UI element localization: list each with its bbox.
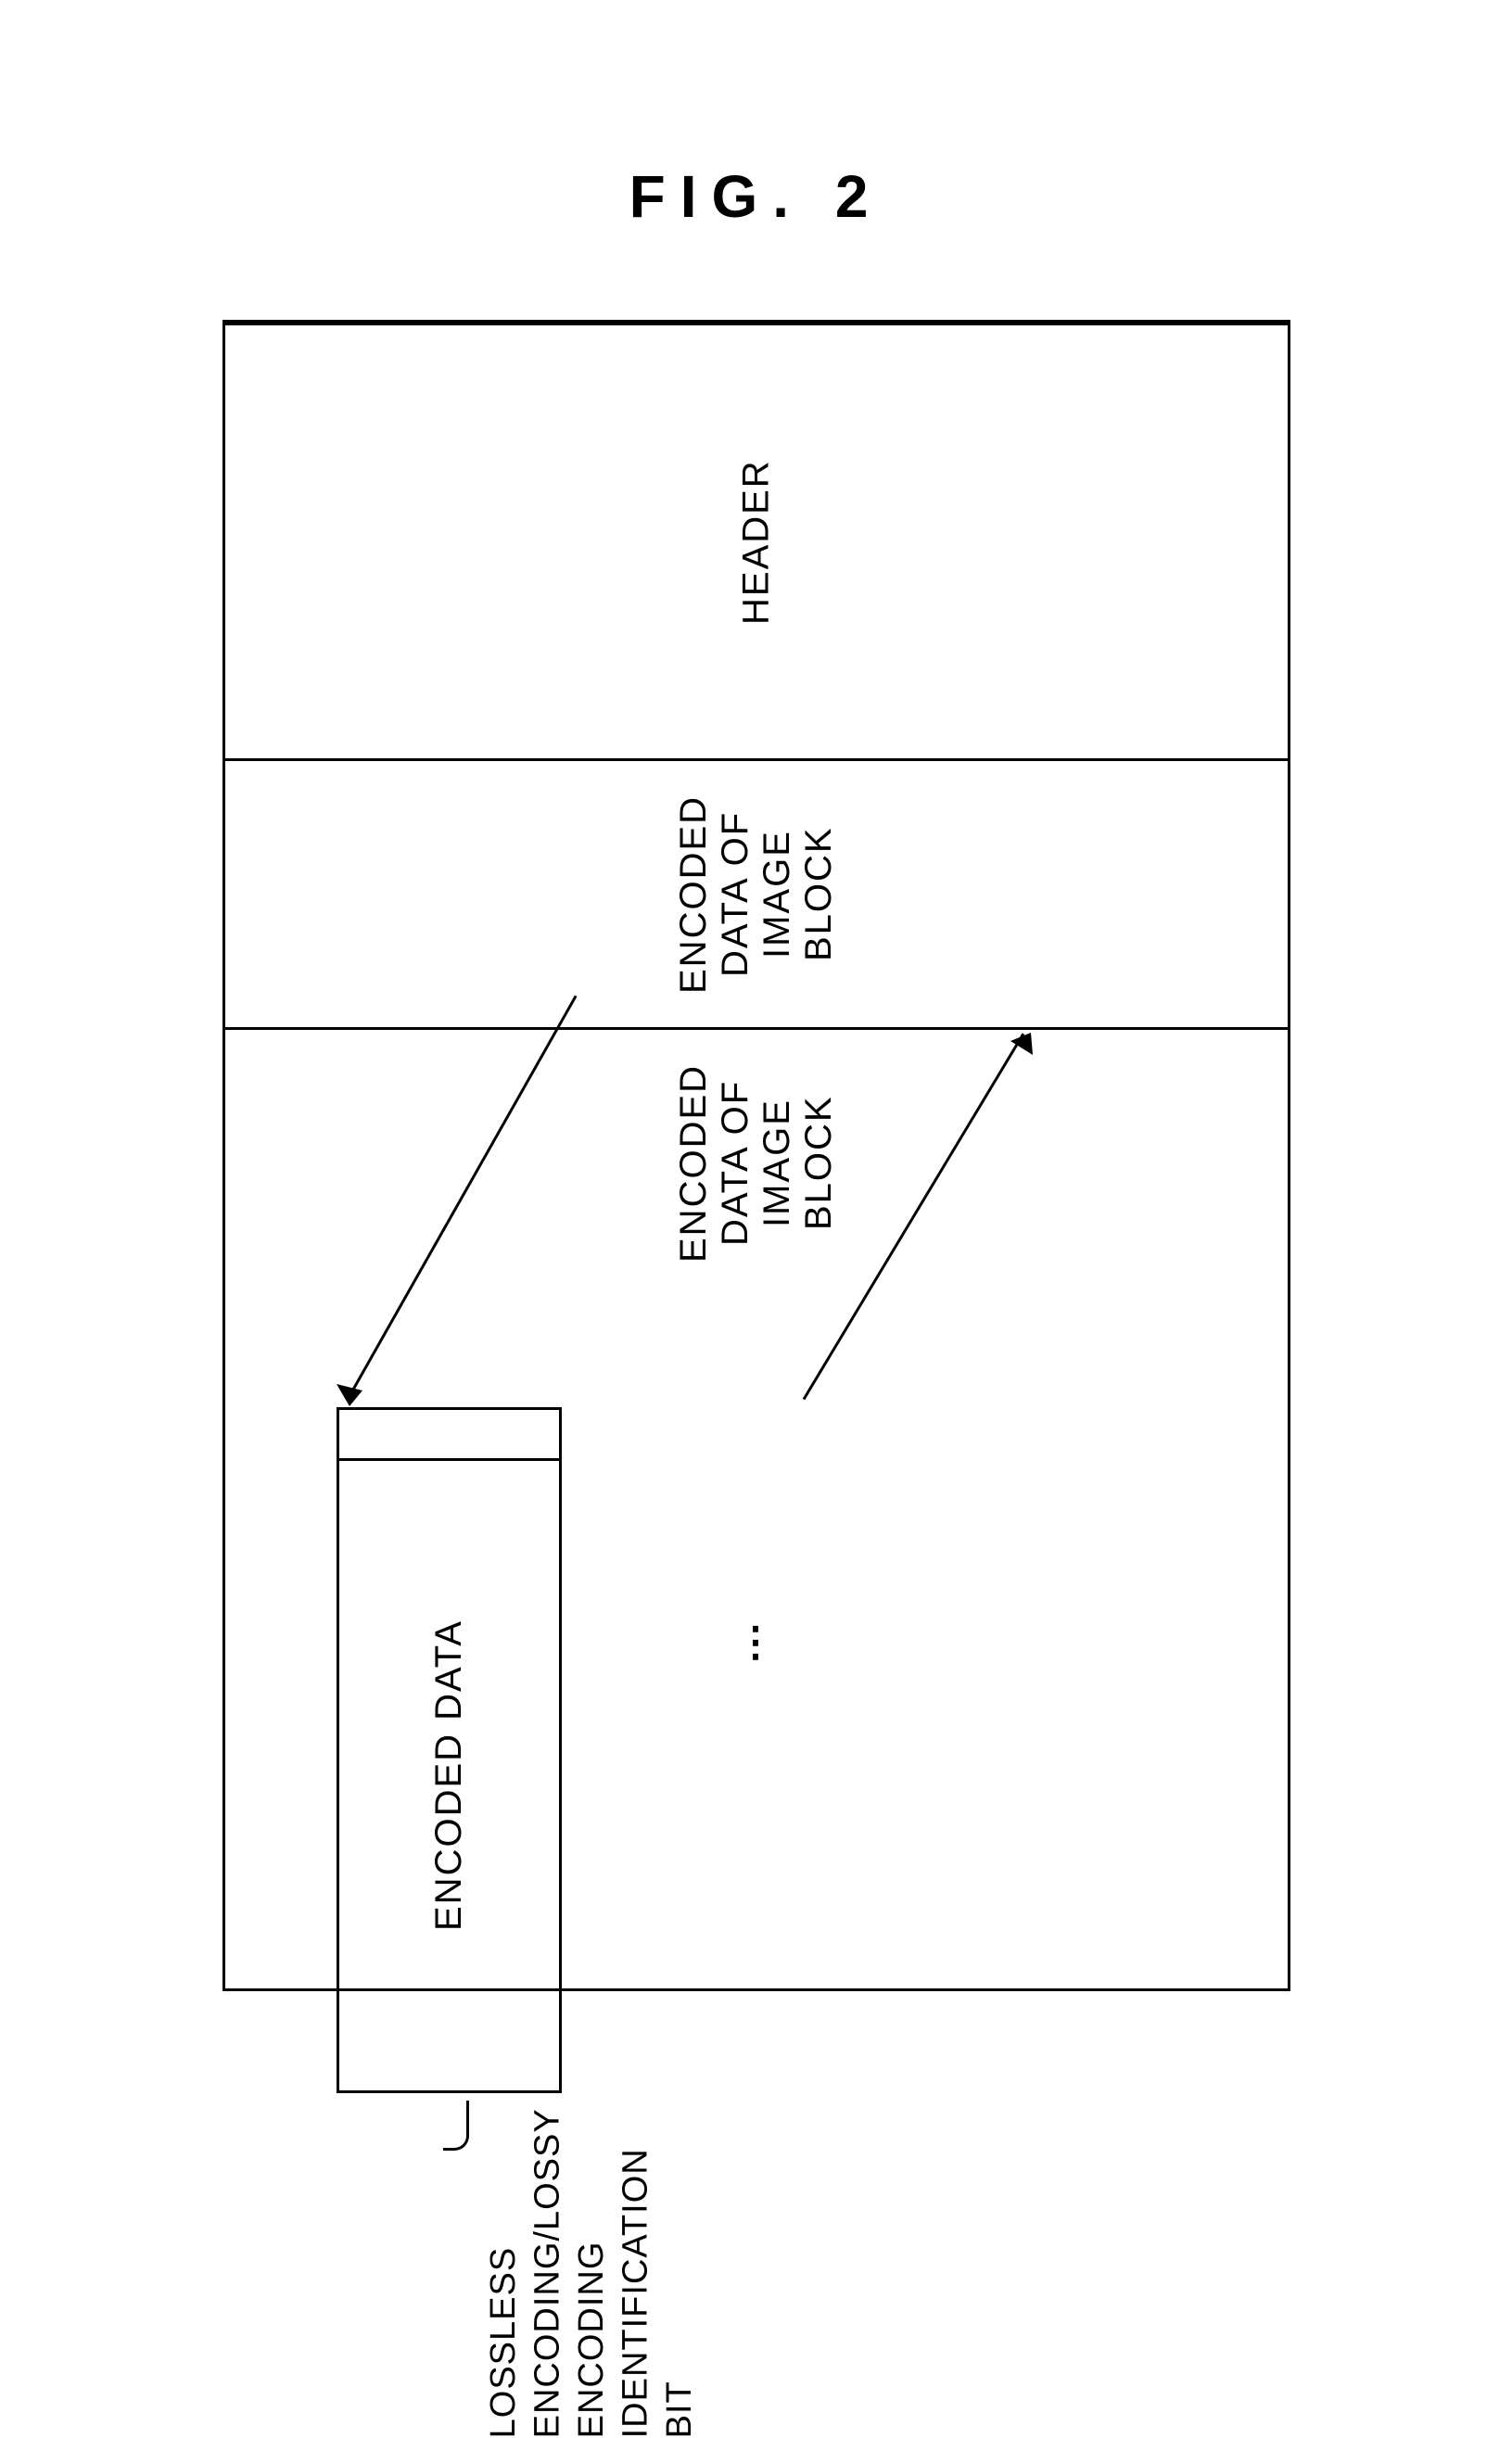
header-block: HEADER: [225, 323, 1288, 758]
arrowhead-left-icon: [337, 1384, 362, 1406]
figure-title: FIG. 2: [629, 162, 883, 231]
identification-bit-label: LOSSLESS ENCODING/LOSSY ENCODING IDENTIF…: [482, 2109, 797, 2438]
label-connector-bracket: [443, 2101, 469, 2151]
encoded-data-field: ENCODED DATA: [339, 1461, 559, 2090]
identification-bit-field: [339, 1410, 559, 1461]
arrowhead-right-icon: [1010, 1033, 1036, 1055]
image-block-2: ENCODEDDATA OFIMAGE BLOCK: [225, 1027, 1288, 1296]
image-block-1: ENCODEDDATA OFIMAGE BLOCK: [225, 758, 1288, 1027]
image-block-detail: ENCODED DATA: [337, 1407, 562, 2093]
